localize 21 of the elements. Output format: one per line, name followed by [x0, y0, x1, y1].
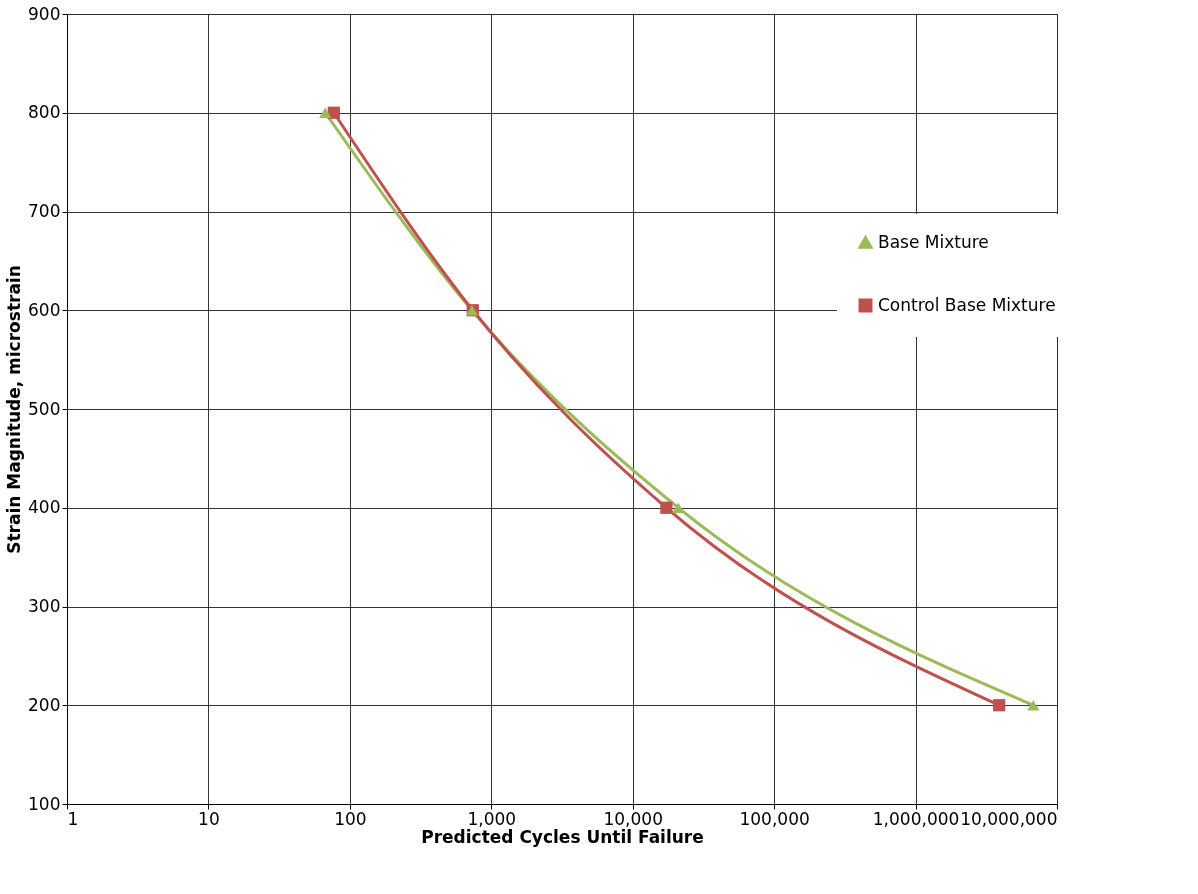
x-tick-label: 10,000,000 — [960, 808, 1058, 829]
y-tick-label: 300 — [28, 596, 61, 616]
y-tick-label: 400 — [28, 497, 61, 518]
x-tick-label: 1,000 — [467, 808, 517, 829]
y-tick-label: 700 — [28, 201, 61, 221]
legend-label: Control Base Mixture — [878, 294, 1056, 315]
y-tick-label: 500 — [28, 398, 61, 419]
x-tick-label: 100,000 — [739, 808, 810, 829]
y-tick-label: 900 — [28, 3, 61, 24]
y-tick-label: 200 — [28, 694, 61, 715]
x-tick-label: 100 — [334, 808, 367, 829]
x-axis-title: Predicted Cycles Until Failure — [421, 826, 704, 847]
x-tick-label: 10 — [198, 808, 220, 829]
x-tick-label: 1 — [67, 808, 79, 829]
y-tick-label: 600 — [28, 299, 61, 320]
y-axis-title: Strain Magnitude, microstrain — [4, 265, 25, 554]
x-tick-label: 1,000,000 — [872, 808, 960, 829]
y-tick-label: 800 — [28, 102, 61, 123]
x-tick-label: 10,000 — [603, 808, 663, 829]
y-tick-label: 100 — [28, 793, 61, 814]
legend-label: Base Mixture — [878, 231, 989, 252]
